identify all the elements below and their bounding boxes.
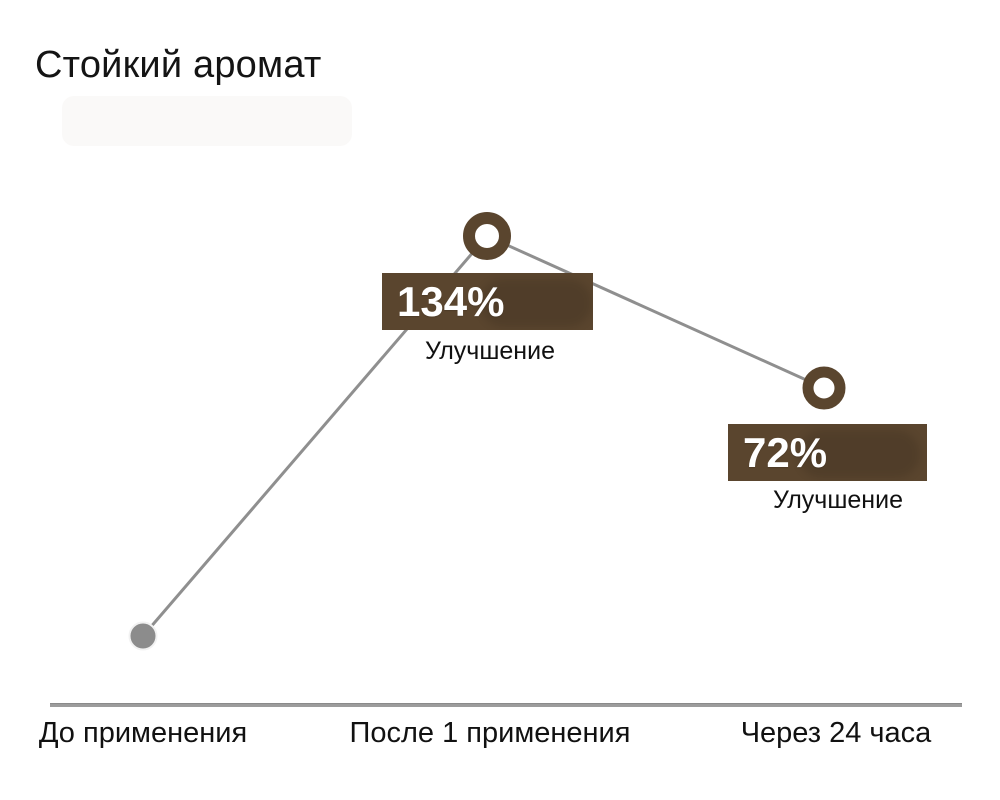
x-axis-line xyxy=(50,703,962,707)
callout-value-134: 134% xyxy=(397,278,505,325)
data-point-after-1-application xyxy=(463,212,511,260)
trend-line-segment-fall xyxy=(486,234,825,390)
callout-box-134: 134% xyxy=(382,273,593,330)
chart-title: Стойкий аромат xyxy=(35,44,322,86)
callout-caption-improvement-1: Улучшение xyxy=(425,337,555,365)
callout-watermark-smudge xyxy=(480,279,592,327)
callout-value-72: 72% xyxy=(743,429,828,476)
data-point-before-application xyxy=(128,621,158,651)
callout-box-72: 72% xyxy=(728,424,927,481)
callout-watermark-smudge xyxy=(798,430,920,478)
callout-caption-improvement-2: Улучшение xyxy=(773,486,903,514)
x-axis-label-after-1-application: После 1 применения xyxy=(349,717,631,749)
faded-watermark-remnant xyxy=(62,96,352,146)
x-axis-label-before-application: До применения xyxy=(38,717,248,749)
x-axis-label-after-24-hours: Через 24 часа xyxy=(740,717,932,749)
data-point-after-24-hours xyxy=(802,366,846,410)
